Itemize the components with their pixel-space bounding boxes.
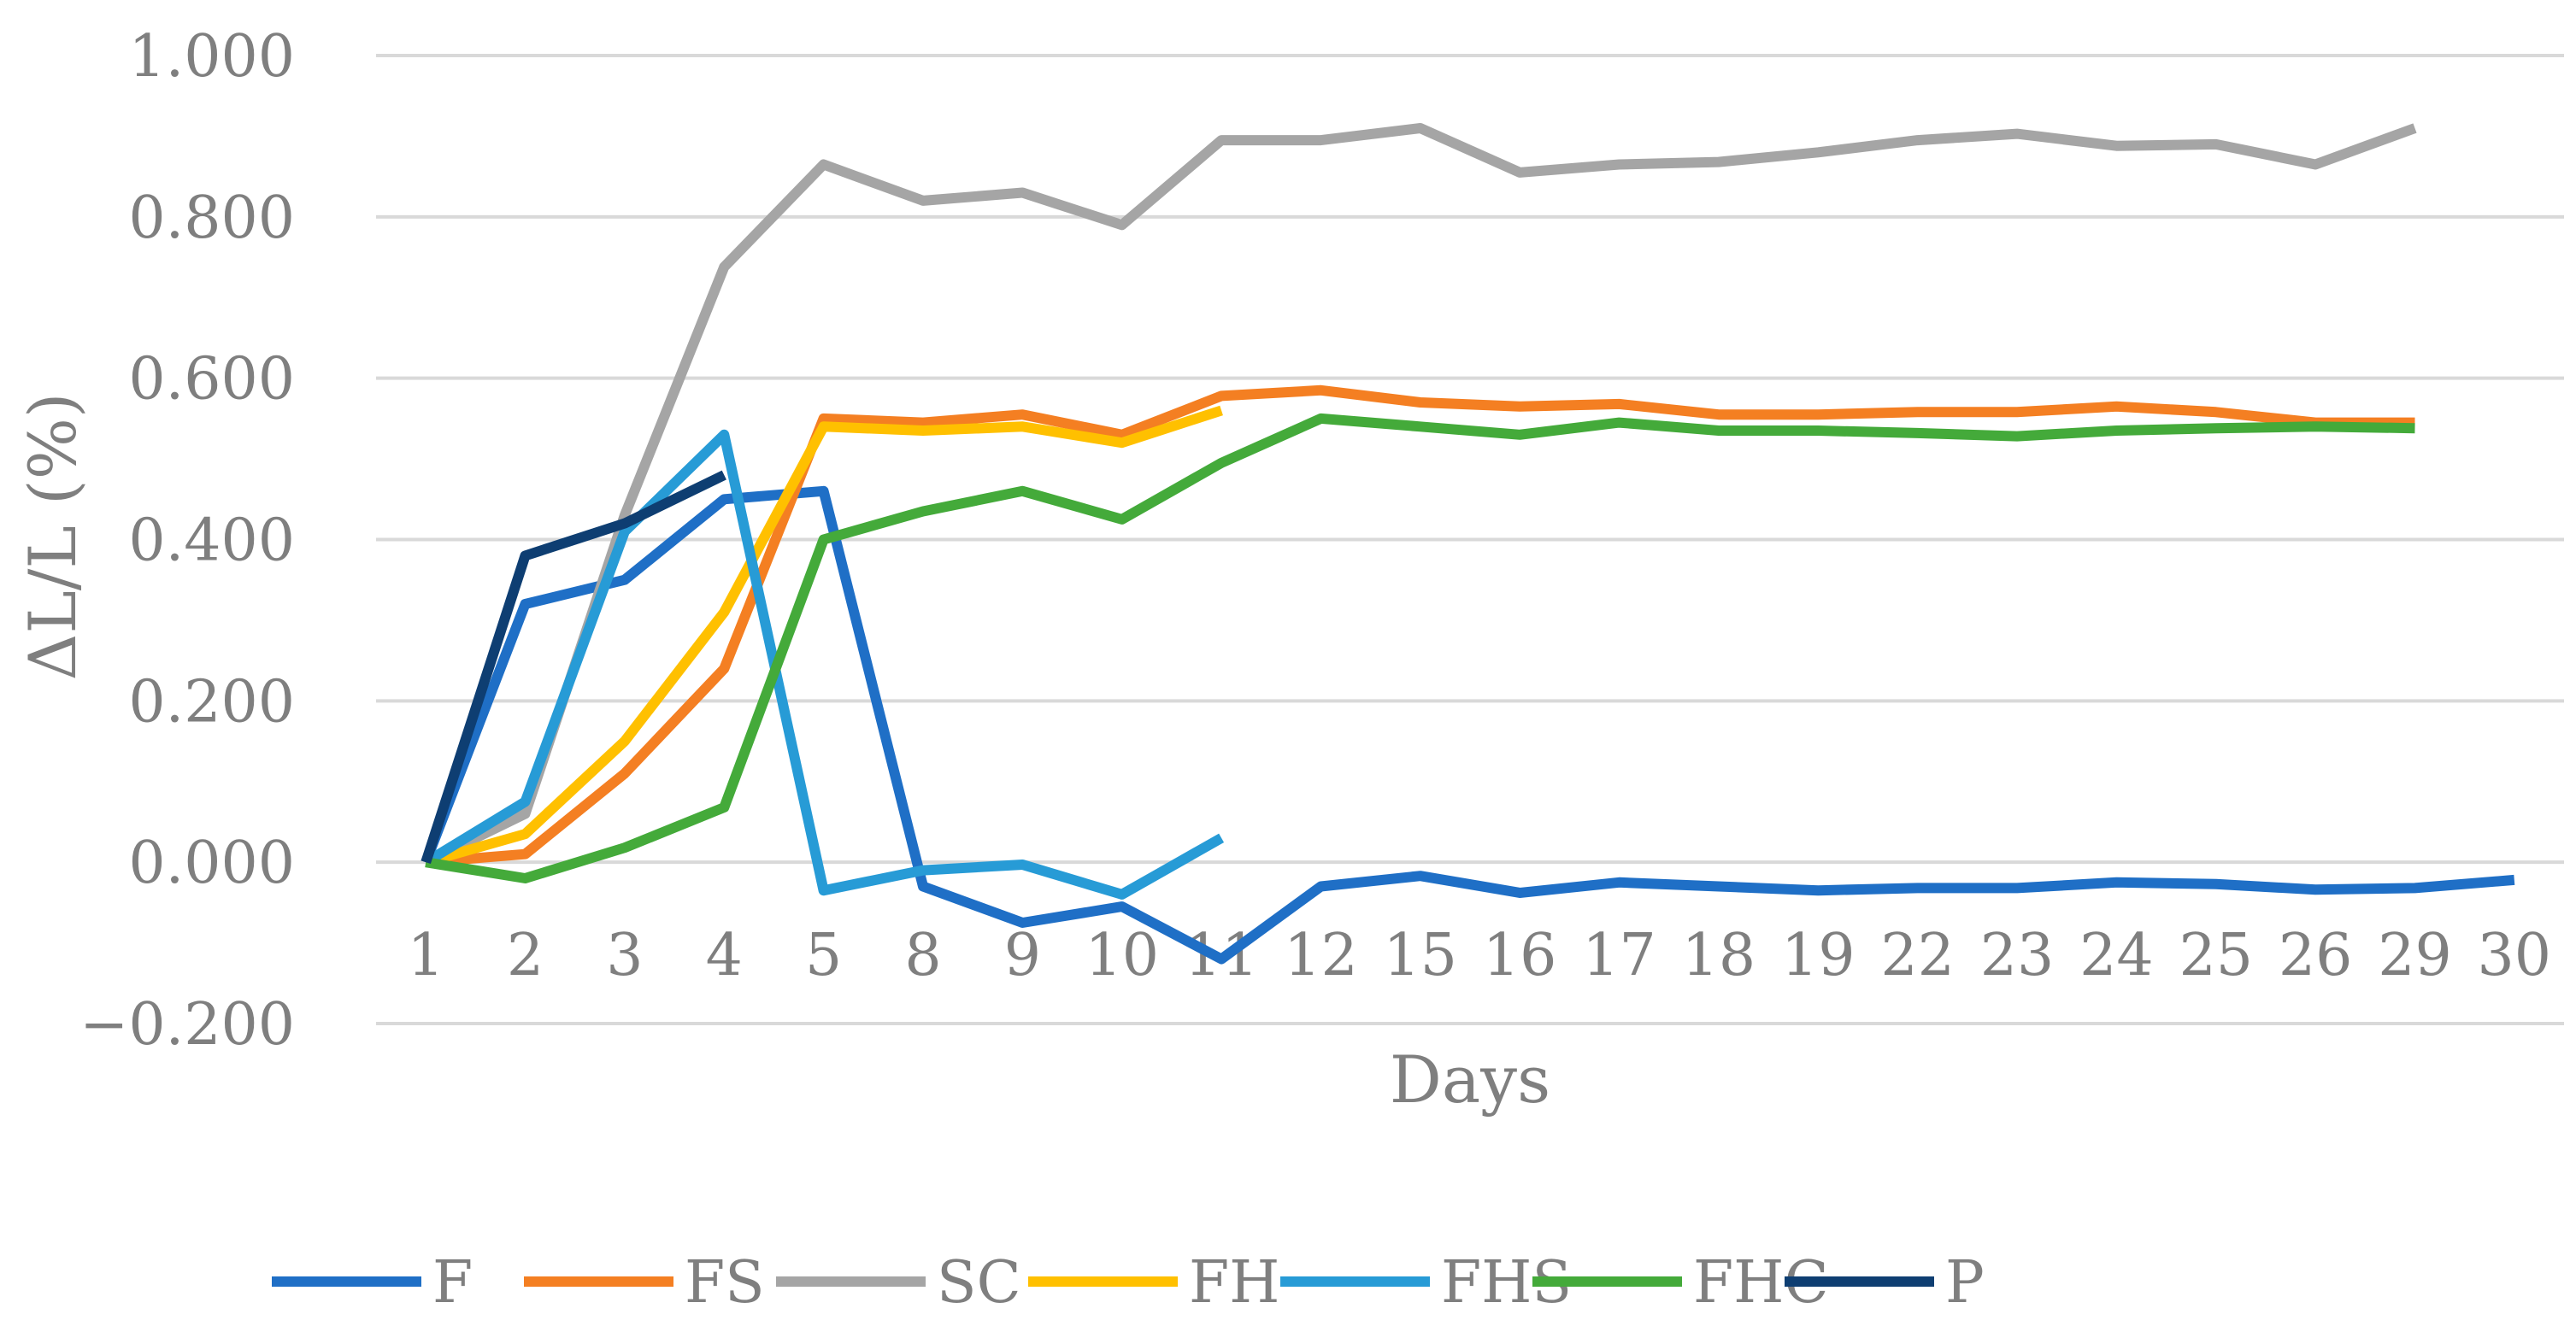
x-tick-label: 26 <box>2279 922 2353 989</box>
y-tick-label: 0.000 <box>128 830 295 897</box>
y-tick-label: 1.000 <box>128 23 295 91</box>
x-tick-label: 16 <box>1483 922 1557 989</box>
y-axis-tick-labels: 1.000 0.800 0.600 0.400 0.200 0.000 −0.200 <box>79 23 295 1059</box>
x-tick-label: 3 <box>606 922 643 989</box>
series-lines <box>421 123 2515 965</box>
x-tick-label: 4 <box>706 922 743 989</box>
x-tick-label: 9 <box>1004 922 1041 989</box>
legend-label-fs: FS <box>685 1249 765 1317</box>
y-tick-label: 0.600 <box>128 346 295 414</box>
x-tick-label: 2 <box>507 922 544 989</box>
x-tick-label: 30 <box>2478 922 2552 989</box>
x-tick-label: 10 <box>1085 922 1159 989</box>
legend: F FS SC FH FHS FHC P <box>272 1249 1985 1317</box>
x-tick-label: 24 <box>2079 922 2154 989</box>
y-tick-label: −0.200 <box>79 991 295 1059</box>
x-tick-label: 5 <box>805 922 842 989</box>
x-axis-tick-labels: 1 2 3 4 5 8 9 10 11 12 15 16 17 18 19 22 23 24 25 26 29 30 <box>408 922 2552 989</box>
series-line-fs <box>425 384 2415 868</box>
x-axis-title: Days <box>1390 1041 1550 1118</box>
series-line-f <box>421 485 2515 965</box>
y-tick-label: 0.400 <box>128 508 295 575</box>
y-tick-label: 0.200 <box>128 668 295 736</box>
series-line-fh <box>424 405 1223 867</box>
x-tick-label: 12 <box>1284 922 1358 989</box>
series-line-sc <box>423 123 2417 867</box>
legend-label-f: F <box>432 1249 473 1317</box>
gridlines <box>376 54 2564 1025</box>
x-tick-label: 8 <box>904 922 941 989</box>
series-line-fhc <box>425 413 2415 883</box>
x-tick-label: 1 <box>408 922 444 989</box>
x-tick-label: 18 <box>1682 922 1756 989</box>
y-axis-title: ΔL/L (%) <box>15 392 91 680</box>
series-line-p <box>421 470 726 865</box>
x-tick-label: 23 <box>1980 922 2055 989</box>
x-tick-label: 25 <box>2179 922 2253 989</box>
legend-label-fh: FH <box>1189 1249 1279 1317</box>
x-tick-label: 19 <box>1781 922 1856 989</box>
x-tick-label: 29 <box>2378 922 2452 989</box>
x-tick-label: 22 <box>1880 922 1955 989</box>
legend-label-p: P <box>1945 1249 1985 1317</box>
y-tick-label: 0.800 <box>128 185 295 252</box>
x-tick-label: 15 <box>1384 922 1458 989</box>
series-line-fhs <box>423 429 1225 900</box>
x-tick-label: 17 <box>1582 922 1656 989</box>
legend-label-sc: SC <box>937 1249 1021 1317</box>
